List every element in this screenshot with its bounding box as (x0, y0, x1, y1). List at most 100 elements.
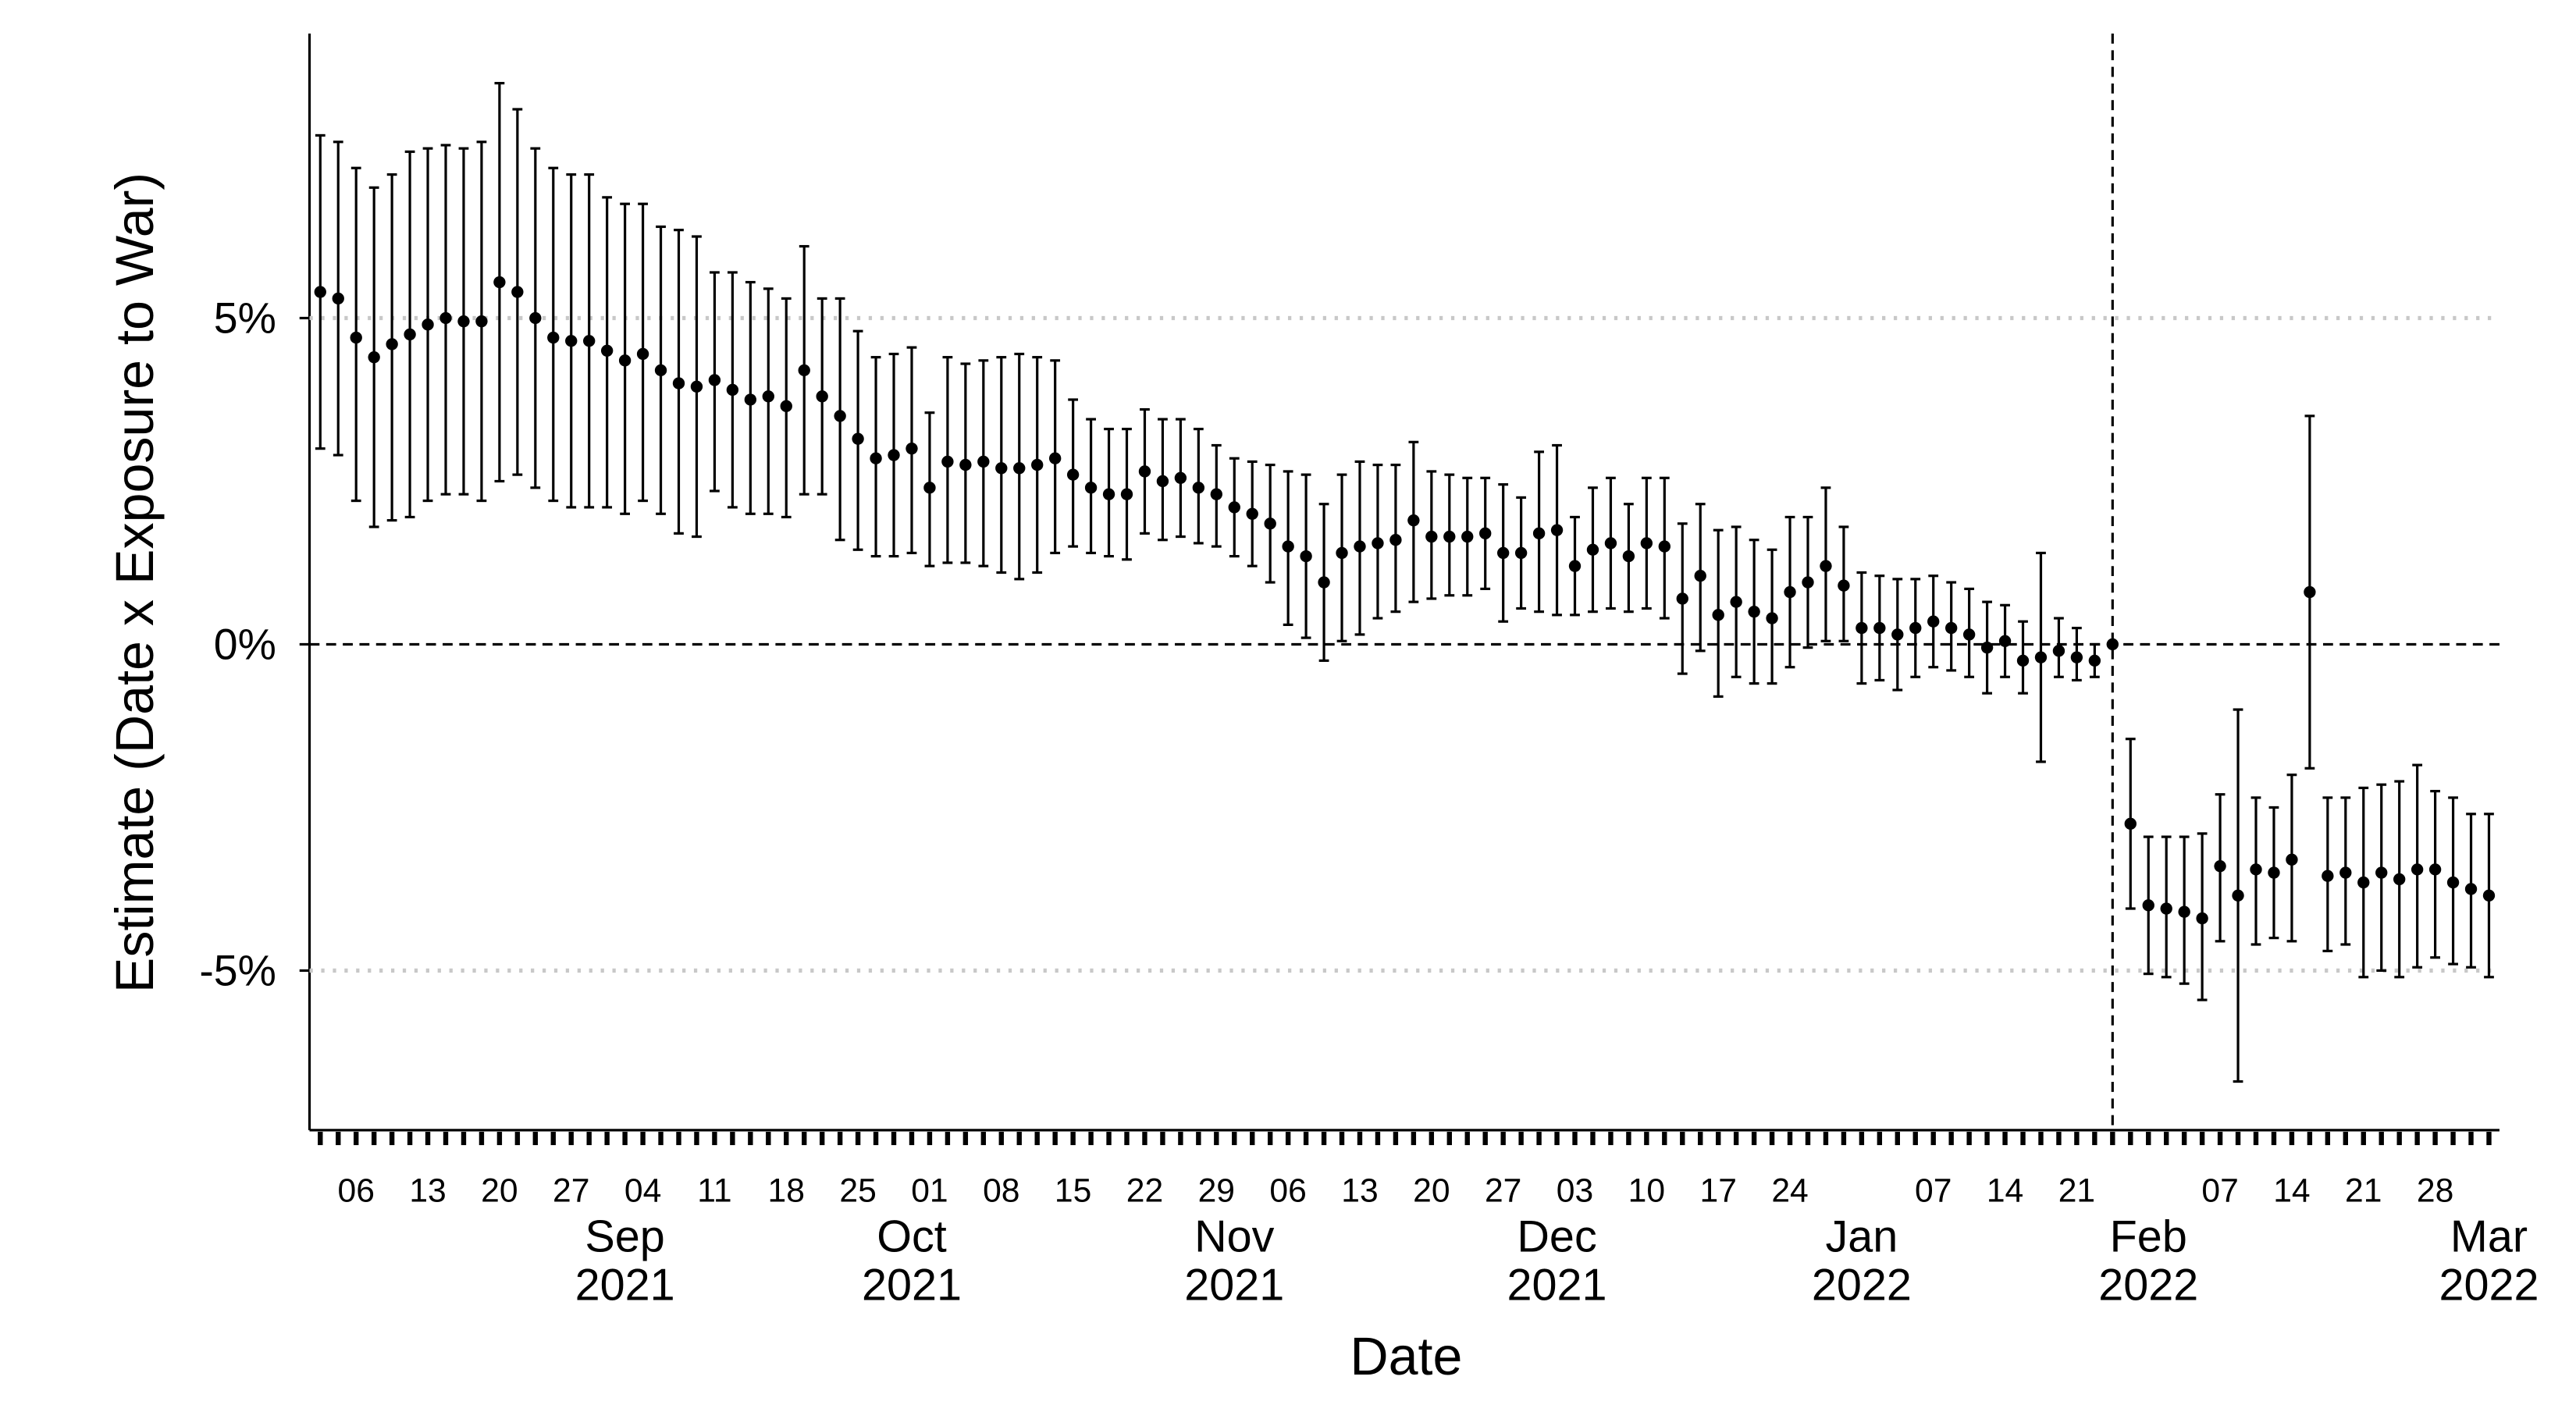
x-month-label: Nov (1194, 1211, 1275, 1261)
point (2446, 876, 2460, 889)
point (1873, 621, 1886, 635)
x-tick-label: 17 (1699, 1172, 1736, 1210)
point (1174, 471, 1187, 484)
point (1120, 488, 1133, 500)
point (314, 286, 326, 298)
point (816, 390, 828, 403)
x-tick-label: 13 (409, 1172, 446, 1210)
point (852, 432, 864, 445)
x-tick-label: 21 (2345, 1172, 2382, 1210)
x-tick-label: 13 (1341, 1172, 1378, 1210)
x-tick-label: 08 (983, 1172, 1019, 1210)
point (1210, 488, 1222, 500)
point (2052, 645, 2065, 657)
point (2339, 866, 2352, 879)
point (1980, 641, 1994, 654)
point (1407, 514, 1420, 527)
point (1802, 576, 1814, 589)
point (995, 462, 1008, 475)
point (1640, 537, 1653, 550)
point (1318, 576, 1330, 589)
x-tick-label: 10 (1628, 1172, 1665, 1210)
x-year-label: 2022 (2098, 1260, 2198, 1310)
point (1496, 546, 1510, 560)
point (1138, 465, 1151, 478)
point (439, 311, 452, 325)
point (1927, 615, 1940, 628)
point (1748, 605, 1760, 618)
point (834, 410, 846, 422)
point (2016, 654, 2030, 667)
x-tick-label: 06 (1269, 1172, 1306, 1210)
point (1838, 579, 1850, 592)
point (2178, 905, 2190, 918)
point (2411, 863, 2424, 876)
point (1354, 540, 1366, 553)
point (906, 443, 918, 455)
x-tick-label: 14 (1987, 1172, 2023, 1210)
point (798, 364, 810, 377)
x-tick-label: 04 (624, 1172, 661, 1210)
x-year-label: 2021 (1184, 1260, 1284, 1310)
x-year-label: 2022 (2439, 1260, 2539, 1310)
point (386, 338, 398, 350)
point (2214, 860, 2226, 873)
point (1891, 628, 1904, 641)
point (654, 364, 667, 377)
point (618, 354, 632, 367)
x-axis-title: Date (1350, 1327, 1462, 1386)
point (1443, 530, 1456, 543)
point (1246, 507, 1258, 520)
point (977, 455, 990, 468)
point (1461, 530, 1474, 543)
point (2286, 853, 2298, 866)
point (870, 452, 882, 464)
point (350, 331, 362, 344)
x-tick-label: 06 (337, 1172, 374, 1210)
point (1962, 628, 1976, 641)
point (368, 350, 380, 364)
point (1084, 482, 1098, 494)
point (1568, 560, 1582, 572)
point (565, 335, 578, 347)
point (941, 455, 954, 468)
point (511, 286, 524, 298)
point (2428, 863, 2442, 876)
x-tick-label: 20 (481, 1172, 518, 1210)
point (1372, 537, 1384, 550)
point (1909, 621, 1922, 635)
point (744, 393, 757, 406)
y-axis-title: Estimate (Date x Exposure to War) (105, 173, 165, 993)
x-tick-label: 03 (1557, 1172, 1593, 1210)
point (2268, 866, 2280, 879)
point (2232, 889, 2244, 902)
x-tick-label: 22 (1126, 1172, 1163, 1210)
point (2304, 585, 2316, 599)
point (2482, 889, 2496, 902)
point (332, 292, 344, 305)
point (1300, 550, 1312, 563)
point (2196, 912, 2208, 925)
point (1550, 524, 1564, 536)
point (1658, 540, 1670, 553)
x-tick-label: 07 (2201, 1172, 2238, 1210)
point (1228, 501, 1240, 514)
x-tick-label: 29 (1198, 1172, 1235, 1210)
point (529, 311, 542, 325)
x-tick-label: 11 (697, 1172, 731, 1210)
point (1820, 560, 1832, 572)
point (1694, 570, 1706, 582)
x-tick-label: 24 (1771, 1172, 1808, 1210)
point (636, 347, 649, 361)
point (672, 377, 685, 389)
x-tick-label: 14 (2273, 1172, 2310, 1210)
point (2375, 866, 2388, 879)
point (708, 374, 721, 386)
x-tick-label: 27 (1485, 1172, 1521, 1210)
x-month-label: Sep (585, 1211, 664, 1261)
point (1031, 458, 1044, 471)
x-tick-label: 27 (553, 1172, 589, 1210)
x-year-label: 2021 (575, 1260, 675, 1310)
